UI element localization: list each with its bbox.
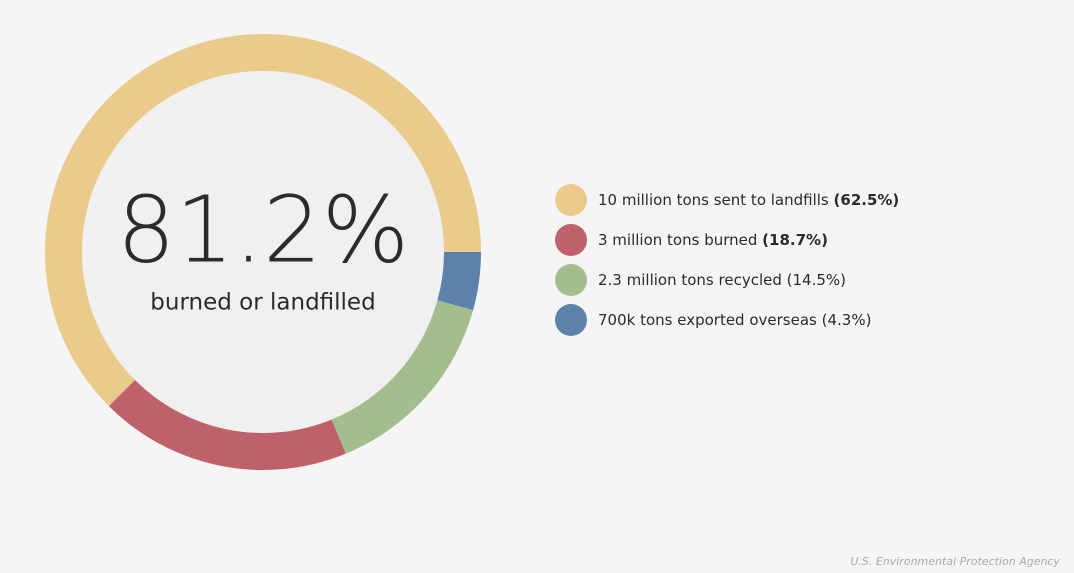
legend-category: 3 million tons burned <box>598 231 757 249</box>
legend-value-label: (62.5%) <box>834 191 900 209</box>
donut-slice <box>108 379 346 470</box>
source: U.S. Environmental Protection Agency <box>850 555 1060 568</box>
legend-label: 2.3 million tons recycled (14.5%) <box>598 271 846 289</box>
center-label: burned or landfilled <box>150 290 375 316</box>
legend-value-label: (4.3%) <box>822 311 872 329</box>
legend-label: 10 million tons sent to landfills (62.5%… <box>598 191 899 209</box>
donut-slice <box>437 252 481 311</box>
legend-swatch <box>555 304 587 336</box>
legend-value-label: (18.7%) <box>762 231 828 249</box>
legend-category: 10 million tons sent to landfills <box>598 191 829 209</box>
legend-swatch <box>555 264 587 296</box>
legend-swatch <box>555 184 587 216</box>
donut-slice <box>331 300 474 454</box>
legend-label: 700k tons exported overseas (4.3%) <box>598 311 871 329</box>
legend-category: 700k tons exported overseas <box>598 311 817 329</box>
legend-label: 3 million tons burned (18.7%) <box>598 231 828 249</box>
donut-center <box>82 71 444 433</box>
donut-slice <box>44 33 481 407</box>
center-value: 81.2% <box>117 177 409 284</box>
legend-swatch <box>555 224 587 256</box>
legend-value-label: (14.5%) <box>787 271 846 289</box>
legend-category: 2.3 million tons recycled <box>598 271 782 289</box>
